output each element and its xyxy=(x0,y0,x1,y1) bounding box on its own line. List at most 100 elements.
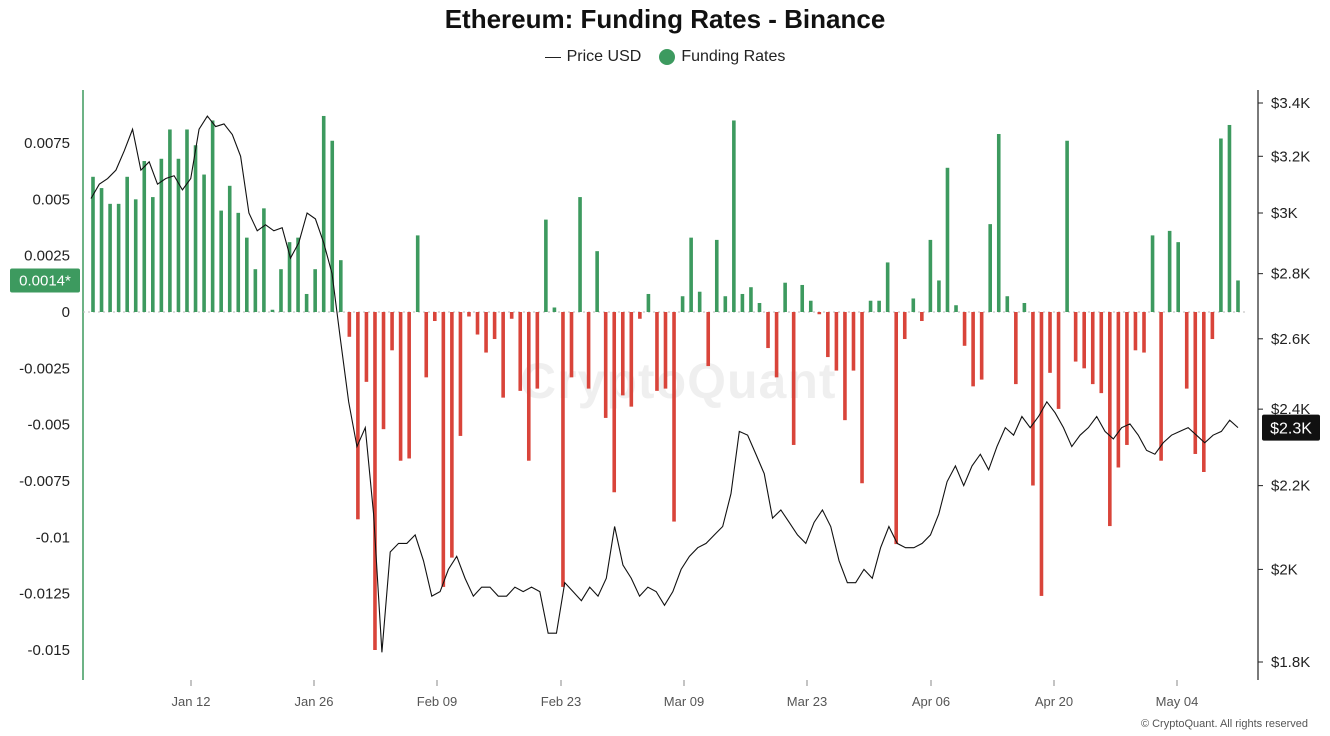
funding-bar xyxy=(826,312,830,358)
funding-bar xyxy=(475,312,480,335)
funding-dot-swatch xyxy=(659,49,676,65)
left-tick-label: 0 xyxy=(62,304,70,321)
funding-bar xyxy=(697,291,702,312)
copyright: © CryptoQuant. All rights reserved xyxy=(1140,718,1308,730)
funding-bar xyxy=(766,312,770,349)
funding-bar xyxy=(586,312,591,389)
price-line xyxy=(90,115,1239,653)
funding-bar xyxy=(509,312,514,319)
right-axis: $3.4K $3.2K $3K $2.8K $2.6K $2.4K $2.2K $2K $1.8… xyxy=(1257,90,1310,680)
funding-bar xyxy=(407,312,411,459)
funding-bar xyxy=(467,312,471,317)
right-tick-label: $3.2K xyxy=(1271,148,1310,165)
funding-bar xyxy=(415,235,420,312)
funding-bar xyxy=(356,312,360,520)
funding-bar xyxy=(1184,312,1189,389)
funding-bar xyxy=(817,312,822,315)
right-tick-label: $3.4K xyxy=(1271,95,1310,112)
x-tick-label: Mar 09 xyxy=(664,694,704,709)
funding-bar xyxy=(313,269,317,312)
left-tick-label: 0.0075 xyxy=(24,135,70,152)
right-tick-label: $2.6K xyxy=(1271,331,1310,348)
right-tick-label: $2K xyxy=(1271,561,1298,578)
funding-bar xyxy=(1167,230,1172,312)
funding-bar xyxy=(168,129,172,312)
funding-bar xyxy=(1193,312,1198,454)
funding-bar xyxy=(245,237,249,312)
funding-bar xyxy=(595,251,599,312)
right-tick-label: $2.2K xyxy=(1271,478,1310,495)
funding-bar xyxy=(432,312,437,322)
right-tick-label: $1.8K xyxy=(1271,654,1310,671)
right-tick-label: $2.4K xyxy=(1271,401,1310,418)
funding-bar xyxy=(1099,312,1104,394)
funding-bar xyxy=(962,312,967,346)
funding-bar xyxy=(680,296,685,312)
funding-bar xyxy=(578,197,582,312)
x-tick-label: Feb 23 xyxy=(541,694,581,709)
funding-bar xyxy=(885,262,890,312)
funding-bar xyxy=(1048,312,1052,373)
left-tick-label: -0.0075 xyxy=(19,473,70,490)
funding-bar xyxy=(450,312,454,558)
funding-bar xyxy=(1065,140,1069,312)
funding-bar xyxy=(125,176,129,312)
funding-bar xyxy=(646,293,651,312)
funding-bar xyxy=(620,312,625,396)
funding-bar xyxy=(133,199,138,312)
funding-bar xyxy=(928,239,933,312)
funding-bar xyxy=(91,176,95,312)
funding-bar xyxy=(808,300,813,312)
funding-bar xyxy=(954,305,958,312)
funding-bar xyxy=(672,312,676,522)
funding-bar xyxy=(227,185,232,312)
funding-bar xyxy=(535,312,540,389)
funding-bar xyxy=(373,312,377,650)
x-tick-label: May 04 xyxy=(1156,694,1199,709)
funding-bar xyxy=(219,210,223,312)
funding-bar xyxy=(988,224,992,312)
funding-bar xyxy=(911,298,916,312)
funding-bar xyxy=(492,312,497,340)
funding-bar xyxy=(1005,296,1010,312)
funding-bar xyxy=(689,237,693,312)
funding-bar xyxy=(920,312,924,322)
funding-bar xyxy=(151,197,155,312)
funding-bar xyxy=(253,269,258,312)
funding-bar xyxy=(603,312,608,418)
funding-bar xyxy=(1210,312,1215,340)
funding-bar xyxy=(868,300,873,312)
funding-bar xyxy=(638,312,642,319)
funding-bar xyxy=(1022,302,1027,312)
funding-bar xyxy=(1090,312,1095,385)
x-tick-label: Apr 20 xyxy=(1035,694,1073,709)
funding-bar xyxy=(774,312,779,378)
right-tick-label: $3K xyxy=(1271,205,1298,222)
funding-bar xyxy=(1219,138,1223,312)
funding-bar xyxy=(757,302,762,312)
left-tick-label: 0.005 xyxy=(32,191,70,208)
funding-bar xyxy=(1056,312,1061,409)
funding-bar xyxy=(108,203,112,312)
left-tick-label: -0.01 xyxy=(36,529,70,546)
funding-bar xyxy=(1108,312,1112,527)
funding-bar xyxy=(1236,280,1240,312)
funding-bar xyxy=(877,300,881,312)
funding-bar xyxy=(902,312,907,340)
funding-bar xyxy=(296,237,300,312)
legend-item-funding[interactable]: Funding Rates xyxy=(659,48,785,66)
funding-bar xyxy=(1073,312,1078,362)
left-tick-label: -0.005 xyxy=(27,417,70,434)
funding-bar xyxy=(347,312,352,337)
legend-label-funding: Funding Rates xyxy=(681,48,786,65)
funding-bar xyxy=(740,293,745,312)
x-tick-label: Jan 26 xyxy=(294,694,333,709)
chart-title: Ethereum: Funding Rates - Binance xyxy=(444,4,886,34)
price-badge-label: $2.3K xyxy=(1270,421,1312,438)
funding-bar xyxy=(501,312,505,398)
legend-item-price[interactable]: Price USD xyxy=(544,48,641,66)
funding-bar xyxy=(398,312,403,461)
funding-bar xyxy=(176,158,181,312)
price-line-swatch xyxy=(544,56,561,58)
funding-bar xyxy=(945,167,950,312)
